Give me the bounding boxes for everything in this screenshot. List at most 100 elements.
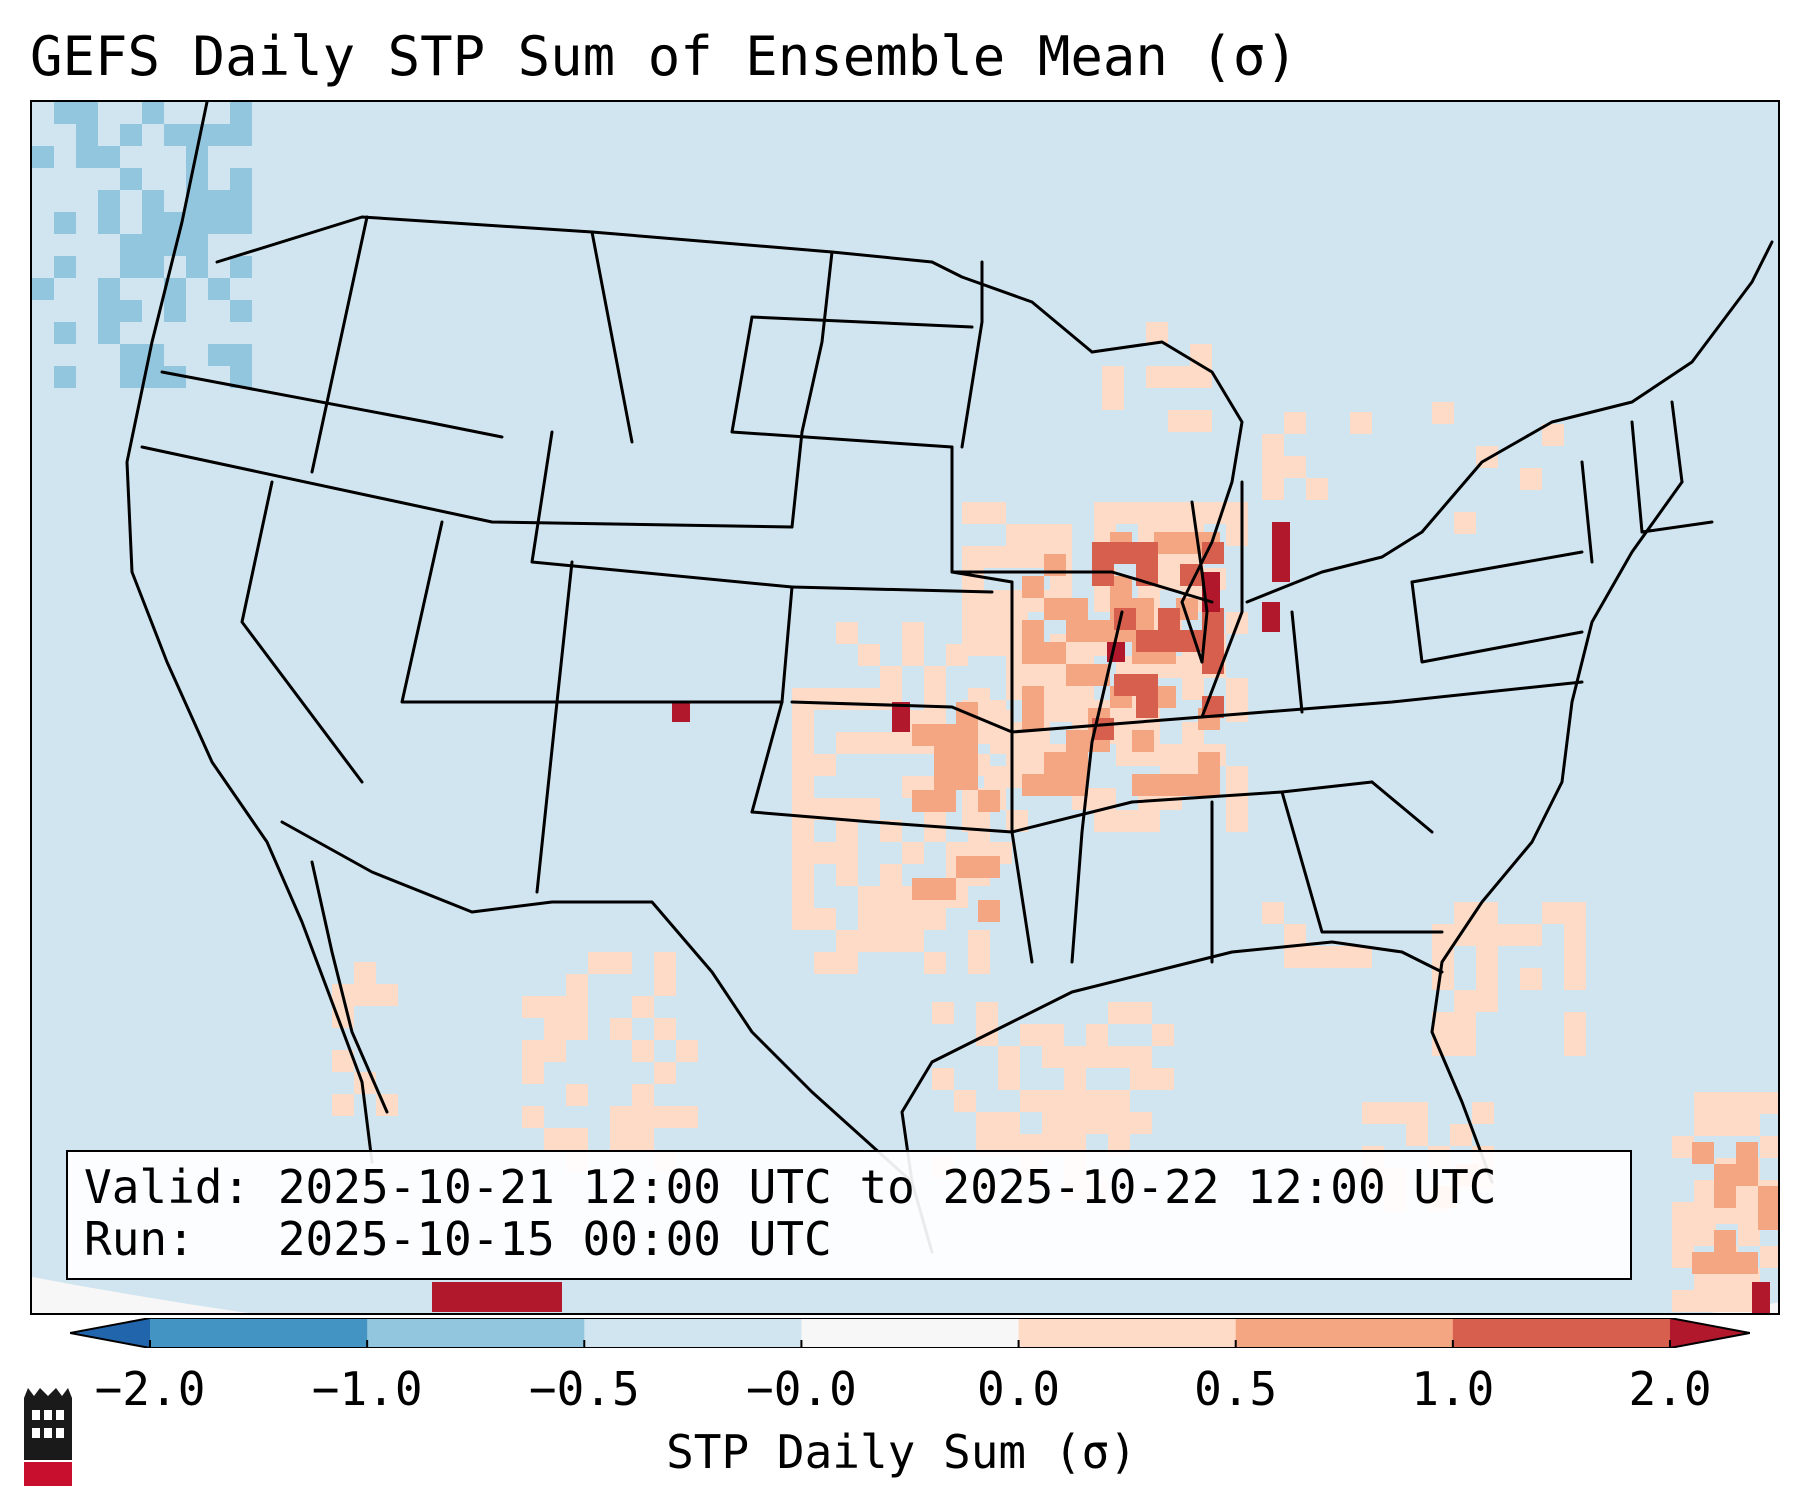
stp-cell	[230, 190, 252, 212]
stp-cell	[924, 666, 946, 688]
stp-cell	[1044, 752, 1066, 774]
stp-cell	[858, 908, 880, 930]
stp-cell	[230, 124, 252, 146]
stp-cell	[676, 1040, 698, 1062]
colorbar-label: STP Daily Sum (σ)	[666, 1425, 1137, 1479]
stp-cell	[1088, 664, 1110, 686]
stp-cell	[566, 1084, 588, 1106]
stp-cell	[632, 1040, 654, 1062]
stp-cell	[880, 930, 902, 952]
state-line	[750, 585, 794, 814]
stp-cell	[230, 168, 252, 190]
state-line	[960, 260, 984, 449]
baja-coast	[310, 860, 389, 1114]
map-title: GEFS Daily STP Sum of Ensemble Mean (σ)	[30, 25, 1298, 88]
stp-cell	[544, 996, 566, 1018]
stp-cell	[54, 322, 76, 344]
stp-cell	[934, 768, 956, 790]
stp-cell	[1758, 1208, 1778, 1230]
stp-cell	[946, 644, 968, 666]
stp-cell	[836, 820, 858, 842]
colorbar-tick-label: −2.0	[94, 1362, 206, 1416]
stp-cell	[1108, 1046, 1130, 1068]
stp-cell	[186, 256, 208, 278]
stp-cell	[1158, 630, 1180, 652]
stp-cell	[1094, 788, 1116, 810]
lake-michigan	[1190, 500, 1209, 664]
stp-cell	[1564, 946, 1586, 968]
stp-cell	[1716, 1114, 1738, 1136]
stp-cell	[1542, 424, 1564, 446]
stp-cell	[924, 688, 946, 710]
stp-cell	[1110, 576, 1132, 598]
stp-cell	[998, 1112, 1020, 1134]
stp-cell	[1176, 774, 1198, 796]
state-line	[140, 445, 794, 529]
stp-cell	[814, 688, 836, 710]
stp-cell	[978, 856, 1000, 878]
stp-cell	[1022, 708, 1044, 730]
stp-cell	[98, 146, 120, 168]
stp-cell	[836, 930, 858, 952]
coastline-west	[125, 102, 374, 1164]
stp-cell	[1006, 546, 1028, 568]
stp-cell	[1132, 774, 1154, 796]
great-lakes	[1090, 340, 1244, 664]
stp-cell	[962, 502, 984, 524]
stp-cell	[1694, 1092, 1716, 1114]
stp-cell	[968, 930, 990, 952]
state-line	[1280, 790, 1444, 934]
stp-cell	[1022, 620, 1044, 642]
stp-cell	[208, 344, 230, 366]
stp-cell	[142, 234, 164, 256]
colorbar-tick-label: 0.5	[1194, 1362, 1278, 1416]
stp-cell	[1202, 630, 1224, 652]
stp-cell	[902, 644, 924, 666]
stp-cell	[1226, 678, 1248, 700]
stp-cell	[632, 1128, 654, 1150]
state-line	[950, 570, 1214, 604]
stp-cell	[1136, 542, 1158, 564]
stp-cell	[1190, 410, 1212, 432]
stp-cell	[990, 732, 1012, 754]
state-line	[160, 370, 504, 439]
state-line	[1410, 580, 1584, 664]
stp-cell	[902, 622, 924, 644]
stp-cell	[1306, 478, 1328, 500]
stp-cell	[1450, 1124, 1472, 1146]
stp-cell	[1226, 766, 1248, 788]
stp-cell	[998, 1068, 1020, 1090]
stp-cell	[836, 952, 858, 974]
stp-cell	[1066, 752, 1088, 774]
stp-cell	[98, 278, 120, 300]
state-line	[1410, 550, 1584, 584]
stp-cell	[120, 124, 142, 146]
stp-cell	[1758, 1186, 1778, 1208]
stp-cell	[1114, 674, 1136, 696]
stp-cell	[1050, 524, 1072, 546]
stp-cell	[814, 842, 836, 864]
stp-cell	[76, 102, 98, 124]
stp-cell	[120, 366, 142, 388]
stp-cell	[1672, 1224, 1694, 1246]
stp-cell	[76, 124, 98, 146]
stp-cell	[1738, 1092, 1760, 1114]
stp-cell	[230, 300, 252, 322]
stp-cell	[792, 776, 814, 798]
stp-cell	[142, 256, 164, 278]
stp-cell	[962, 612, 984, 634]
state-line	[1010, 680, 1584, 734]
stp-cell	[632, 1084, 654, 1106]
stp-cell	[976, 1112, 998, 1134]
stp-cell	[1154, 532, 1176, 554]
stp-cell-max	[892, 702, 910, 732]
stp-cell	[654, 974, 676, 996]
stp-cell	[1094, 810, 1116, 832]
stp-cell	[858, 798, 880, 820]
stp-cell	[814, 754, 836, 776]
stp-cell	[120, 300, 142, 322]
stp-cell	[522, 1062, 544, 1084]
stp-cell	[1042, 1046, 1064, 1068]
stp-cell	[1284, 946, 1306, 968]
stp-cell	[54, 102, 76, 124]
